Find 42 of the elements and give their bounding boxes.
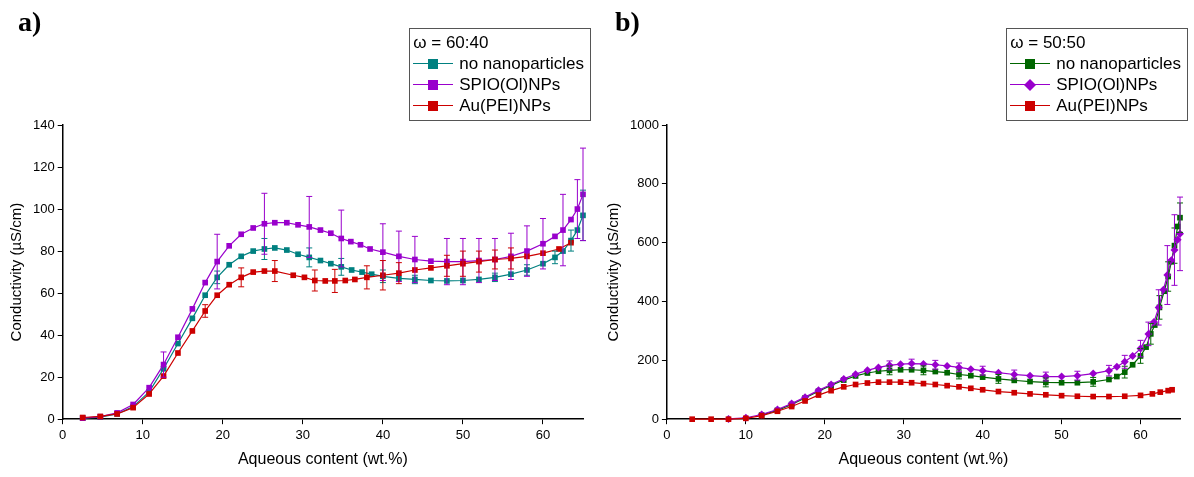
x-tick-label: 40 bbox=[975, 426, 990, 442]
y-tick-label: 1000 bbox=[630, 116, 659, 132]
legend-label: SPIO(Ol)NPs bbox=[459, 74, 561, 95]
legend-label: Au(PEI)NPs bbox=[1056, 95, 1148, 116]
x-tick-label: 60 bbox=[535, 426, 551, 442]
x-tick-label: 10 bbox=[738, 426, 754, 442]
y-tick-label: 140 bbox=[32, 116, 55, 132]
x-axis-title: Aqueous content (wt.%) bbox=[838, 449, 1009, 467]
y-tick-label: 200 bbox=[637, 351, 659, 367]
y-tick-label: 40 bbox=[40, 326, 55, 342]
y-tick-label: 80 bbox=[40, 242, 55, 258]
x-tick-label: 40 bbox=[375, 426, 391, 442]
y-axis-title: Conductivity (µS/cm) bbox=[604, 202, 622, 342]
x-tick-label: 20 bbox=[817, 426, 833, 442]
legend-label: no nanoparticles bbox=[1056, 53, 1181, 74]
legend-title: ω = 60:40 bbox=[413, 32, 490, 53]
x-tick-label: 50 bbox=[1054, 426, 1069, 442]
y-tick-label: 400 bbox=[637, 293, 659, 309]
y-axis-title: Conductivity (µS/cm) bbox=[7, 202, 25, 342]
x-axis-title: Aqueous content (wt.%) bbox=[237, 449, 408, 467]
x-tick-label: 20 bbox=[215, 426, 231, 442]
x-tick-label: 30 bbox=[896, 426, 911, 442]
legend-label: SPIO(Ol)NPs bbox=[1056, 74, 1158, 95]
y-tick-label: 800 bbox=[637, 175, 659, 191]
x-tick-label: 60 bbox=[1133, 426, 1148, 442]
chart-title: a) bbox=[18, 6, 42, 38]
legend-label: no nanoparticles bbox=[459, 53, 584, 74]
y-tick-label: 120 bbox=[32, 158, 55, 174]
x-tick-label: 0 bbox=[59, 426, 67, 442]
x-tick-label: 30 bbox=[295, 426, 311, 442]
x-tick-label: 10 bbox=[135, 426, 150, 442]
y-tick-label: 100 bbox=[32, 200, 55, 216]
y-tick-label: 0 bbox=[47, 410, 55, 426]
legend-title: ω = 50:50 bbox=[1010, 32, 1087, 53]
x-tick-label: 50 bbox=[455, 426, 471, 442]
y-tick-label: 600 bbox=[637, 234, 659, 250]
y-tick-label: 0 bbox=[651, 410, 659, 426]
chart-title: b) bbox=[615, 6, 640, 38]
y-tick-label: 60 bbox=[40, 284, 55, 300]
x-tick-label: 0 bbox=[663, 426, 671, 442]
legend-label: Au(PEI)NPs bbox=[459, 95, 551, 116]
y-tick-label: 20 bbox=[40, 368, 55, 384]
